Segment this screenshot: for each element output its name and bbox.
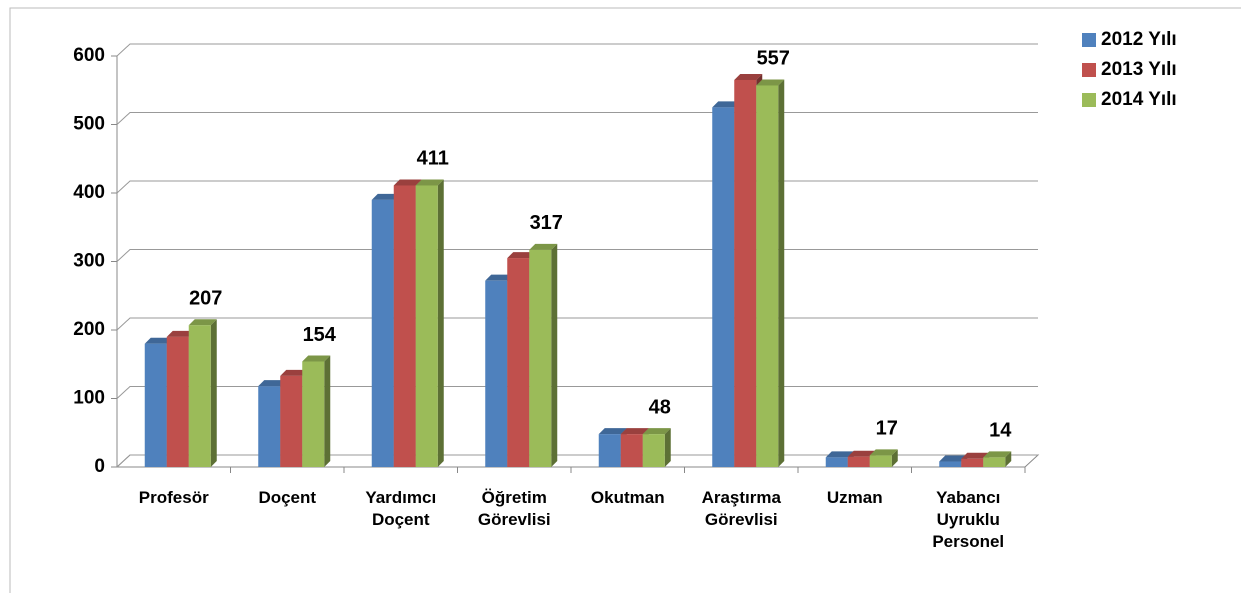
bar (961, 458, 984, 467)
bar (485, 280, 508, 467)
data-label: 154 (303, 324, 337, 346)
grid-line (116, 43, 1038, 57)
data-label: 207 (189, 287, 222, 309)
bar-top (371, 193, 400, 200)
bar (258, 386, 281, 467)
bar-top (734, 73, 763, 80)
bar (756, 85, 779, 467)
bar (529, 249, 552, 467)
bar-top (961, 452, 990, 459)
x-tick-label: Yabancı Uyruklu Personel (932, 488, 1005, 551)
bar-side (664, 428, 671, 467)
bar-top (598, 428, 627, 435)
bar-top (620, 428, 649, 435)
legend-swatch (1082, 93, 1096, 107)
bar-side (324, 355, 331, 467)
bar (620, 434, 643, 467)
bar (415, 185, 438, 467)
data-label: 14 (989, 420, 1012, 442)
grid-line (116, 112, 1038, 125)
bar-top (144, 337, 173, 344)
floor (115, 454, 1040, 468)
bar (847, 456, 870, 467)
bar-top (712, 101, 741, 108)
legend-swatch (1082, 33, 1096, 47)
grid-line (116, 180, 1038, 194)
bar (144, 343, 167, 467)
bar-top (507, 252, 536, 259)
bar-top (393, 179, 422, 186)
bar-top (188, 319, 217, 326)
bar-top (529, 243, 558, 250)
bar-top (642, 428, 671, 435)
bar (983, 457, 1006, 467)
bar (939, 461, 962, 467)
x-tick-label: Okutman (590, 488, 665, 507)
bar-side (210, 319, 217, 467)
bar-top (756, 79, 785, 86)
bar-top (280, 369, 309, 376)
bar-top (869, 449, 898, 456)
legend-swatch (1082, 63, 1096, 77)
x-tick-label: Öğretim Görevlisi (477, 488, 551, 529)
bar (869, 455, 892, 467)
bar-top (166, 330, 195, 337)
bar-side (891, 449, 898, 467)
bar-top (415, 179, 444, 186)
legend-label: 2012 Yılı (1101, 29, 1177, 50)
data-label: 317 (530, 212, 563, 234)
y-tick-label: 500 (73, 114, 105, 135)
bar (825, 457, 848, 467)
data-label: 17 (876, 418, 898, 440)
bar-top (847, 450, 876, 457)
bar-top (302, 355, 331, 362)
bar (393, 185, 416, 467)
x-tick-label: Uzman (826, 488, 883, 507)
x-tick-label: Araştırma Görevlisi (701, 488, 781, 529)
chart-border (9, 7, 1241, 593)
legend-label: 2014 Yılı (1101, 89, 1177, 110)
x-tick-label: Profesör (138, 488, 209, 507)
bar (712, 107, 735, 467)
bar-side (551, 243, 558, 467)
x-tick-label: Doçent (258, 488, 317, 507)
y-tick-label: 400 (73, 182, 105, 203)
data-label: 557 (757, 48, 790, 70)
bar (302, 361, 325, 467)
bar (734, 79, 757, 467)
bar-side (778, 79, 785, 467)
legend-label: 2013 Yılı (1101, 59, 1177, 80)
bar-side (1005, 451, 1012, 467)
bar (280, 375, 303, 467)
grid-line (116, 386, 1038, 399)
grid-line (116, 317, 1038, 331)
bar-top (939, 455, 968, 462)
bar-top (258, 380, 287, 387)
y-tick-label: 300 (73, 251, 105, 272)
y-tick-label: 0 (94, 456, 105, 477)
bar (188, 325, 211, 467)
bar-top (983, 451, 1012, 458)
bar (507, 258, 530, 467)
bar (166, 336, 189, 467)
bar (598, 434, 621, 467)
bar-side (437, 179, 444, 467)
bar-top (825, 451, 854, 458)
grid-line (116, 454, 1038, 468)
bar (642, 434, 665, 467)
data-label: 48 (649, 396, 671, 418)
y-tick-label: 100 (73, 388, 105, 409)
y-tick-label: 600 (73, 45, 105, 66)
x-tick-label: Yardımcı Doçent (365, 488, 437, 529)
bar (371, 199, 394, 467)
bar-top (485, 274, 514, 281)
y-tick-label: 200 (73, 319, 105, 340)
data-label: 411 (417, 148, 449, 170)
grid-line (116, 249, 1038, 262)
